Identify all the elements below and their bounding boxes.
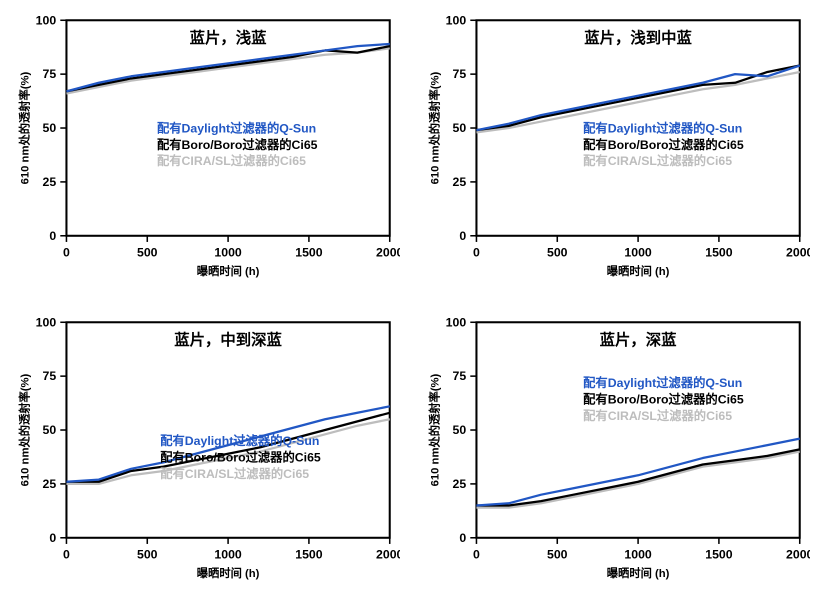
y-tick-label: 0 — [459, 229, 466, 243]
y-tick-label: 75 — [43, 369, 57, 383]
x-tick-label: 1500 — [295, 245, 323, 259]
legend-label-qsun: 配有Daylight过滤器的Q-Sun — [583, 120, 742, 135]
legend-label-boro: 配有Boro/Boro过滤器的Ci65 — [583, 391, 744, 406]
x-tick-label: 1500 — [705, 547, 733, 561]
legend-label-qsun: 配有Daylight过滤器的Q-Sun — [583, 375, 742, 390]
panel-title: 蓝片，中到深蓝 — [174, 330, 282, 349]
x-tick-label: 2000 — [376, 245, 400, 259]
legend-label-qsun: 配有Daylight过滤器的Q-Sun — [160, 433, 319, 448]
y-tick-label: 0 — [49, 229, 56, 243]
panel-0: 0 500 1000 1500 2000 0 25 50 75 100 曝晒时间 (h) 610 nm… — [10, 10, 400, 287]
x-axis-label: 曝晒时间 (h) — [197, 566, 260, 580]
panel-title: 蓝片，浅蓝 — [190, 28, 267, 47]
x-tick-label: 1000 — [624, 245, 652, 259]
legend-label-boro: 配有Boro/Boro过滤器的Ci65 — [583, 137, 744, 152]
y-tick-label: 100 — [36, 315, 57, 329]
y-tick-label: 100 — [446, 13, 467, 27]
x-axis-label: 曝晒时间 (h) — [607, 566, 670, 580]
y-tick-label: 75 — [453, 369, 467, 383]
y-axis-label: 610 nm处的透射率(%) — [17, 374, 31, 487]
chart-panel-1: 0 500 1000 1500 2000 0 25 50 75 100 曝晒时间 (h) 610 nm… — [420, 10, 810, 287]
panel-1: 0 500 1000 1500 2000 0 25 50 75 100 曝晒时间 (h) 610 nm… — [420, 10, 810, 287]
x-axis-label: 曝晒时间 (h) — [607, 264, 670, 278]
y-tick-label: 25 — [453, 477, 467, 491]
y-tick-label: 0 — [49, 531, 56, 545]
legend-label-cira: 配有CIRA/SL过滤器的Ci65 — [583, 408, 732, 423]
chart-panel-3: 0 500 1000 1500 2000 0 25 50 75 100 曝晒时间 (h) 610 nm… — [420, 312, 810, 589]
panel-3: 0 500 1000 1500 2000 0 25 50 75 100 曝晒时间 (h) 610 nm… — [420, 312, 810, 589]
x-tick-label: 1000 — [624, 547, 652, 561]
x-tick-label: 500 — [137, 547, 158, 561]
legend-label-cira: 配有CIRA/SL过滤器的Ci65 — [160, 466, 309, 481]
y-tick-label: 50 — [453, 423, 467, 437]
x-tick-label: 0 — [473, 547, 480, 561]
legend-label-cira: 配有CIRA/SL过滤器的Ci65 — [157, 153, 306, 168]
y-tick-label: 50 — [43, 121, 57, 135]
x-tick-label: 0 — [63, 547, 70, 561]
y-tick-label: 100 — [446, 315, 467, 329]
x-tick-label: 0 — [473, 245, 480, 259]
y-tick-label: 50 — [453, 121, 467, 135]
y-axis-label: 610 nm处的透射率(%) — [17, 71, 31, 184]
x-axis-label: 曝晒时间 (h) — [197, 264, 260, 278]
x-tick-label: 1000 — [214, 547, 242, 561]
legend-label-qsun: 配有Daylight过滤器的Q-Sun — [157, 120, 316, 135]
x-tick-label: 1500 — [705, 245, 733, 259]
y-tick-label: 25 — [453, 175, 467, 189]
x-tick-label: 0 — [63, 245, 70, 259]
legend-label-cira: 配有CIRA/SL过滤器的Ci65 — [583, 153, 732, 168]
panel-title: 蓝片，浅到中蓝 — [584, 28, 692, 47]
y-tick-label: 75 — [43, 67, 57, 81]
y-axis-label: 610 nm处的透射率(%) — [427, 374, 441, 487]
x-tick-label: 1500 — [295, 547, 323, 561]
x-tick-label: 2000 — [786, 547, 810, 561]
y-tick-label: 0 — [459, 531, 466, 545]
x-tick-label: 1000 — [214, 245, 242, 259]
panel-title: 蓝片，深蓝 — [600, 330, 677, 349]
x-tick-label: 500 — [547, 547, 568, 561]
y-tick-label: 25 — [43, 477, 57, 491]
legend-label-boro: 配有Boro/Boro过滤器的Ci65 — [160, 450, 321, 465]
panel-2: 0 500 1000 1500 2000 0 25 50 75 100 曝晒时间 (h) 610 nm… — [10, 312, 400, 589]
y-tick-label: 75 — [453, 67, 467, 81]
x-tick-label: 2000 — [376, 547, 400, 561]
x-tick-label: 500 — [137, 245, 158, 259]
y-tick-label: 100 — [36, 13, 57, 27]
legend-label-boro: 配有Boro/Boro过滤器的Ci65 — [157, 137, 318, 152]
chart-panel-0: 0 500 1000 1500 2000 0 25 50 75 100 曝晒时间 (h) 610 nm… — [10, 10, 400, 287]
x-tick-label: 2000 — [786, 245, 810, 259]
chart-panel-2: 0 500 1000 1500 2000 0 25 50 75 100 曝晒时间 (h) 610 nm… — [10, 312, 400, 589]
y-tick-label: 50 — [43, 423, 57, 437]
y-tick-label: 25 — [43, 175, 57, 189]
x-tick-label: 500 — [547, 245, 568, 259]
y-axis-label: 610 nm处的透射率(%) — [427, 71, 441, 184]
